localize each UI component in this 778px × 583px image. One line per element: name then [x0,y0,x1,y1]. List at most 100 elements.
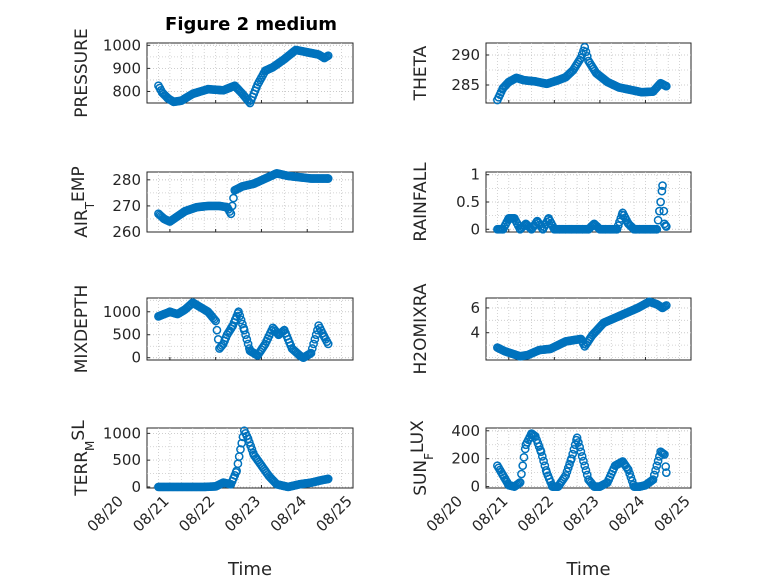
y-tick-label: 200 [451,450,480,468]
data-point [655,206,664,216]
x-tick-label: 08/24 [267,492,310,535]
data-point [580,461,590,471]
data-point [580,42,590,52]
data-point [581,465,591,475]
y-axis-label: AIRTEMP [69,166,97,237]
data-point [568,449,578,459]
data-point [660,450,669,459]
subplot-h2omixra: 4 6 H2OMIXRA [411,283,692,375]
y-tick-label: 1 [470,166,480,184]
data-point [210,315,219,324]
data-point [653,215,663,225]
data-point [651,465,660,475]
data-point [310,334,320,344]
data-point [306,348,316,358]
data-point [661,462,671,471]
x-axis-label: Time [227,559,272,580]
subplot-mixdepth: 0 500 1000 MIXDEPTH [72,285,354,373]
y-tick-label: 4 [470,324,480,342]
x-tick-label: 08/20 [84,492,127,535]
x-tick-label: 08/25 [313,492,356,535]
data-point [217,341,227,350]
y-tick-label: 0.5 [456,193,480,211]
data-point [579,456,588,466]
data-point [649,470,659,480]
data-point [307,344,317,353]
data-point [539,456,548,466]
data-point [567,454,576,464]
x-tick-label: 08/21 [468,492,511,535]
data-point [241,330,250,340]
data-point [515,478,525,487]
data-point [239,325,249,335]
data-point [323,474,333,484]
x-tick-label: 08/22 [514,492,557,535]
y-tick-label: 0 [470,220,480,238]
series-markers [154,45,333,108]
subplot-pressure: 800 900 1000 PRESSURE [72,28,354,118]
data-point [563,463,573,473]
data-point [229,193,238,203]
data-point [323,174,333,183]
data-point [572,433,582,443]
y-tick-label: 800 [112,82,141,100]
y-tick-label: 500 [112,326,141,344]
data-point [576,447,586,457]
y-tick-label: 900 [112,59,141,77]
series-markers [493,297,671,361]
y-tick-label: 6 [470,299,480,317]
y-axis-label: SUNFLUX [408,420,436,496]
y-axis-label: RAINFALL [411,162,431,242]
x-tick-label: 08/21 [129,492,172,535]
data-point [517,469,526,479]
data-point [309,339,318,349]
y-axis-label: TERRMSL [69,420,97,497]
y-tick-label: 260 [112,223,141,241]
x-axis-label: Time [565,559,610,580]
data-point [236,445,245,454]
data-point [259,341,269,351]
data-point [658,181,667,190]
data-point [661,81,671,91]
subplot-air_temp: 260 270 280 AIRTEMP [69,166,354,241]
data-point [656,197,665,207]
data-point [323,339,333,349]
y-tick-label: 1000 [103,303,141,321]
data-point [226,209,236,219]
data-point [519,221,529,230]
data-point [661,301,671,310]
data-point [659,206,669,216]
y-tick-label: 0 [131,478,141,496]
subplot-theta: 285 290 THETA [411,42,692,105]
x-tick-label: 08/25 [651,492,694,535]
data-point [661,222,671,231]
subplot-sun_flux: 0 200 400 08/20 08/21 08/22 08/23 08/24 08/25 SUN… [408,420,694,580]
data-point [625,469,634,478]
y-tick-label: 285 [451,76,480,94]
y-tick-label: 0 [131,349,141,367]
data-point [561,471,571,480]
data-point [652,461,662,471]
y-tick-label: 400 [451,422,480,440]
subplot-terr_msl: 0 500 1000 08/20 08/21 08/22 08/23 08/24 08/25 TE… [69,420,356,580]
x-tick-label: 08/20 [423,492,466,535]
data-point [212,325,222,335]
y-tick-label: 0 [470,478,480,496]
series-markers [493,429,671,491]
data-point [577,452,587,461]
y-tick-label: 280 [112,171,141,189]
data-point [657,186,667,196]
x-tick-label: 08/22 [175,492,218,535]
series-markers [493,181,671,234]
data-point [518,461,528,471]
x-tick-label: 08/24 [605,492,648,535]
x-tick-label: 08/23 [559,492,602,535]
series-markers [154,168,333,226]
data-point [537,452,547,461]
subplot-rainfall: 0 0.5 1 RAINFALL [411,162,692,242]
figure-title: Figure 2 medium [165,14,337,35]
series-markers [493,42,671,105]
data-point [626,472,636,482]
